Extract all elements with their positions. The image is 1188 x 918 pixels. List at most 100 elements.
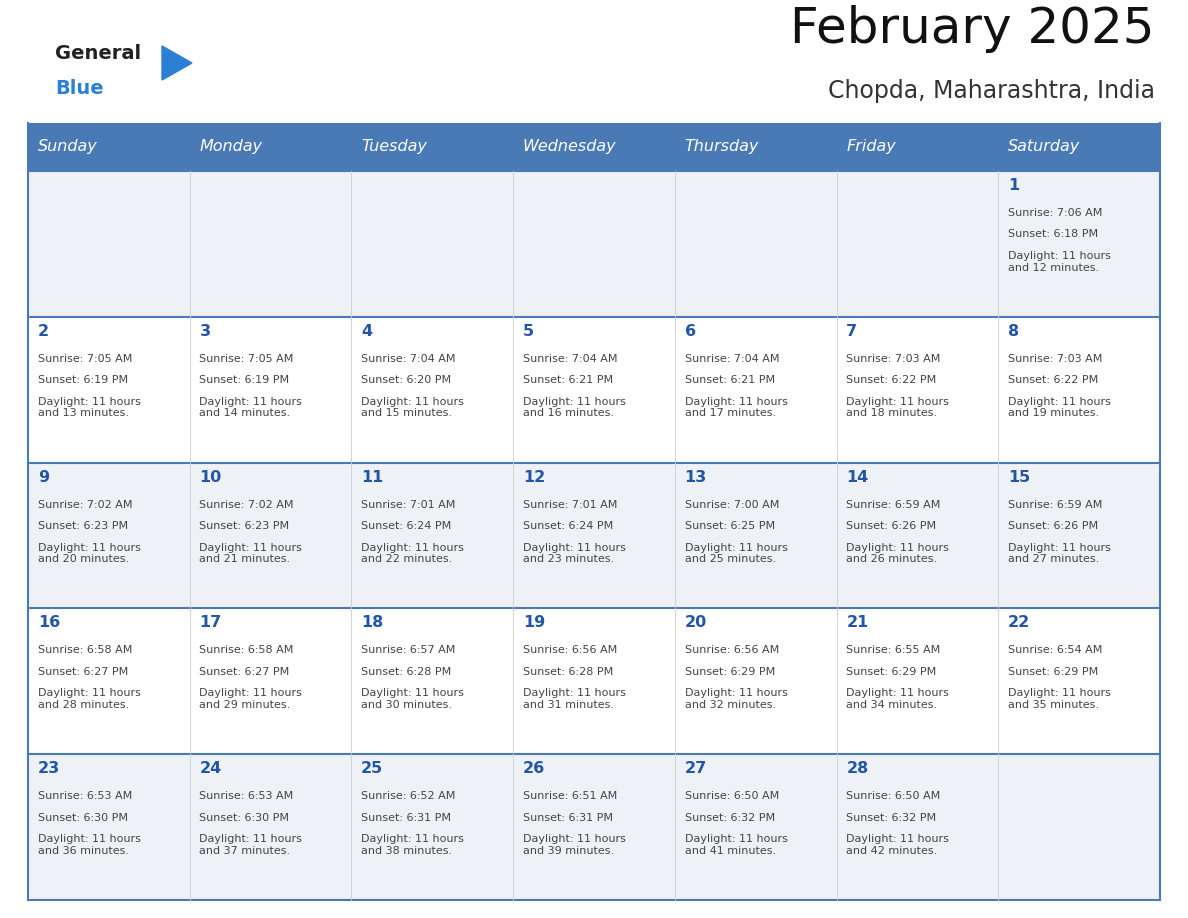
Text: 5: 5 <box>523 324 533 339</box>
Text: Sunset: 6:31 PM: Sunset: 6:31 PM <box>361 812 451 823</box>
Text: Sunrise: 7:02 AM: Sunrise: 7:02 AM <box>200 499 293 509</box>
Text: Daylight: 11 hours
and 42 minutes.: Daylight: 11 hours and 42 minutes. <box>846 834 949 856</box>
Text: Sunset: 6:29 PM: Sunset: 6:29 PM <box>1007 666 1098 677</box>
Bar <box>29 463 1159 609</box>
Text: Daylight: 11 hours
and 13 minutes.: Daylight: 11 hours and 13 minutes. <box>38 397 140 419</box>
Text: Daylight: 11 hours
and 37 minutes.: Daylight: 11 hours and 37 minutes. <box>200 834 302 856</box>
Text: Sunset: 6:24 PM: Sunset: 6:24 PM <box>523 521 613 532</box>
Text: Sunrise: 6:53 AM: Sunrise: 6:53 AM <box>200 791 293 801</box>
Bar <box>29 171 1159 317</box>
Text: Friday: Friday <box>846 140 896 154</box>
Text: 15: 15 <box>1007 470 1030 485</box>
Text: Sunset: 6:26 PM: Sunset: 6:26 PM <box>846 521 936 532</box>
Text: Daylight: 11 hours
and 23 minutes.: Daylight: 11 hours and 23 minutes. <box>523 543 626 565</box>
Text: 23: 23 <box>38 761 59 777</box>
Text: Sunset: 6:26 PM: Sunset: 6:26 PM <box>1007 521 1098 532</box>
Text: Daylight: 11 hours
and 19 minutes.: Daylight: 11 hours and 19 minutes. <box>1007 397 1111 419</box>
Text: Sunset: 6:30 PM: Sunset: 6:30 PM <box>200 812 290 823</box>
Text: Sunrise: 6:52 AM: Sunrise: 6:52 AM <box>361 791 455 801</box>
Text: Sunrise: 7:03 AM: Sunrise: 7:03 AM <box>846 353 941 364</box>
Text: Sunrise: 6:50 AM: Sunrise: 6:50 AM <box>684 791 779 801</box>
Text: 26: 26 <box>523 761 545 777</box>
Text: Daylight: 11 hours
and 27 minutes.: Daylight: 11 hours and 27 minutes. <box>1007 543 1111 565</box>
Text: Daylight: 11 hours
and 28 minutes.: Daylight: 11 hours and 28 minutes. <box>38 688 140 710</box>
Text: Daylight: 11 hours
and 41 minutes.: Daylight: 11 hours and 41 minutes. <box>684 834 788 856</box>
Text: 11: 11 <box>361 470 384 485</box>
Text: Monday: Monday <box>200 140 263 154</box>
Text: Saturday: Saturday <box>1007 140 1080 154</box>
Text: Sunset: 6:22 PM: Sunset: 6:22 PM <box>1007 375 1098 386</box>
Text: Sunset: 6:31 PM: Sunset: 6:31 PM <box>523 812 613 823</box>
Text: 2: 2 <box>38 324 49 339</box>
Text: Daylight: 11 hours
and 36 minutes.: Daylight: 11 hours and 36 minutes. <box>38 834 140 856</box>
Text: Daylight: 11 hours
and 38 minutes.: Daylight: 11 hours and 38 minutes. <box>361 834 465 856</box>
Text: Sunset: 6:32 PM: Sunset: 6:32 PM <box>684 812 775 823</box>
Text: Sunrise: 6:59 AM: Sunrise: 6:59 AM <box>1007 499 1102 509</box>
Text: Sunrise: 6:58 AM: Sunrise: 6:58 AM <box>38 645 132 655</box>
Text: Sunrise: 7:05 AM: Sunrise: 7:05 AM <box>200 353 293 364</box>
Bar <box>29 317 1159 463</box>
Text: 16: 16 <box>38 615 59 631</box>
Text: Sunrise: 6:53 AM: Sunrise: 6:53 AM <box>38 791 132 801</box>
Text: Sunrise: 6:54 AM: Sunrise: 6:54 AM <box>1007 645 1102 655</box>
Text: 24: 24 <box>200 761 222 777</box>
Text: Sunset: 6:23 PM: Sunset: 6:23 PM <box>38 521 128 532</box>
Text: 9: 9 <box>38 470 49 485</box>
Text: Sunset: 6:21 PM: Sunset: 6:21 PM <box>684 375 775 386</box>
Text: Daylight: 11 hours
and 14 minutes.: Daylight: 11 hours and 14 minutes. <box>200 397 302 419</box>
Text: Sunrise: 6:50 AM: Sunrise: 6:50 AM <box>846 791 941 801</box>
Text: Sunday: Sunday <box>38 140 97 154</box>
Text: Sunrise: 6:56 AM: Sunrise: 6:56 AM <box>684 645 779 655</box>
Text: Sunset: 6:30 PM: Sunset: 6:30 PM <box>38 812 127 823</box>
Text: Sunset: 6:28 PM: Sunset: 6:28 PM <box>523 666 613 677</box>
Text: Daylight: 11 hours
and 39 minutes.: Daylight: 11 hours and 39 minutes. <box>523 834 626 856</box>
Text: 22: 22 <box>1007 615 1030 631</box>
Text: Sunset: 6:29 PM: Sunset: 6:29 PM <box>846 666 936 677</box>
Text: Sunrise: 7:00 AM: Sunrise: 7:00 AM <box>684 499 779 509</box>
Text: 20: 20 <box>684 615 707 631</box>
Text: Sunset: 6:32 PM: Sunset: 6:32 PM <box>846 812 936 823</box>
Text: 18: 18 <box>361 615 384 631</box>
Text: Daylight: 11 hours
and 21 minutes.: Daylight: 11 hours and 21 minutes. <box>200 543 302 565</box>
Text: Daylight: 11 hours
and 26 minutes.: Daylight: 11 hours and 26 minutes. <box>846 543 949 565</box>
Text: Wednesday: Wednesday <box>523 140 617 154</box>
Text: Sunset: 6:28 PM: Sunset: 6:28 PM <box>361 666 451 677</box>
Text: Sunset: 6:27 PM: Sunset: 6:27 PM <box>200 666 290 677</box>
Text: Sunset: 6:22 PM: Sunset: 6:22 PM <box>846 375 936 386</box>
Text: 3: 3 <box>200 324 210 339</box>
Text: Sunrise: 7:06 AM: Sunrise: 7:06 AM <box>1007 208 1102 218</box>
Text: Chopda, Maharashtra, India: Chopda, Maharashtra, India <box>828 79 1155 103</box>
Text: Sunrise: 7:01 AM: Sunrise: 7:01 AM <box>361 499 455 509</box>
Text: Daylight: 11 hours
and 17 minutes.: Daylight: 11 hours and 17 minutes. <box>684 397 788 419</box>
Text: Daylight: 11 hours
and 20 minutes.: Daylight: 11 hours and 20 minutes. <box>38 543 140 565</box>
Text: Thursday: Thursday <box>684 140 759 154</box>
Text: 13: 13 <box>684 470 707 485</box>
Text: 25: 25 <box>361 761 384 777</box>
Text: Daylight: 11 hours
and 30 minutes.: Daylight: 11 hours and 30 minutes. <box>361 688 465 710</box>
Text: Sunrise: 7:04 AM: Sunrise: 7:04 AM <box>361 353 456 364</box>
Text: Sunrise: 6:59 AM: Sunrise: 6:59 AM <box>846 499 941 509</box>
Bar <box>29 123 1159 171</box>
Text: Sunset: 6:25 PM: Sunset: 6:25 PM <box>684 521 775 532</box>
Text: Daylight: 11 hours
and 16 minutes.: Daylight: 11 hours and 16 minutes. <box>523 397 626 419</box>
Text: 28: 28 <box>846 761 868 777</box>
Text: Sunrise: 7:01 AM: Sunrise: 7:01 AM <box>523 499 618 509</box>
Text: Sunset: 6:19 PM: Sunset: 6:19 PM <box>38 375 128 386</box>
Text: Daylight: 11 hours
and 18 minutes.: Daylight: 11 hours and 18 minutes. <box>846 397 949 419</box>
Text: 1: 1 <box>1007 178 1019 193</box>
Text: Daylight: 11 hours
and 29 minutes.: Daylight: 11 hours and 29 minutes. <box>200 688 302 710</box>
Text: 12: 12 <box>523 470 545 485</box>
Text: Sunset: 6:29 PM: Sunset: 6:29 PM <box>684 666 775 677</box>
Text: Sunrise: 6:57 AM: Sunrise: 6:57 AM <box>361 645 455 655</box>
Text: Sunrise: 6:55 AM: Sunrise: 6:55 AM <box>846 645 941 655</box>
Text: 6: 6 <box>684 324 696 339</box>
Text: Daylight: 11 hours
and 22 minutes.: Daylight: 11 hours and 22 minutes. <box>361 543 465 565</box>
Text: Sunset: 6:19 PM: Sunset: 6:19 PM <box>200 375 290 386</box>
Text: Sunrise: 6:58 AM: Sunrise: 6:58 AM <box>200 645 293 655</box>
Text: Sunrise: 7:02 AM: Sunrise: 7:02 AM <box>38 499 132 509</box>
Bar <box>29 755 1159 900</box>
Text: Daylight: 11 hours
and 15 minutes.: Daylight: 11 hours and 15 minutes. <box>361 397 465 419</box>
Text: 21: 21 <box>846 615 868 631</box>
Text: Daylight: 11 hours
and 31 minutes.: Daylight: 11 hours and 31 minutes. <box>523 688 626 710</box>
Text: 4: 4 <box>361 324 372 339</box>
